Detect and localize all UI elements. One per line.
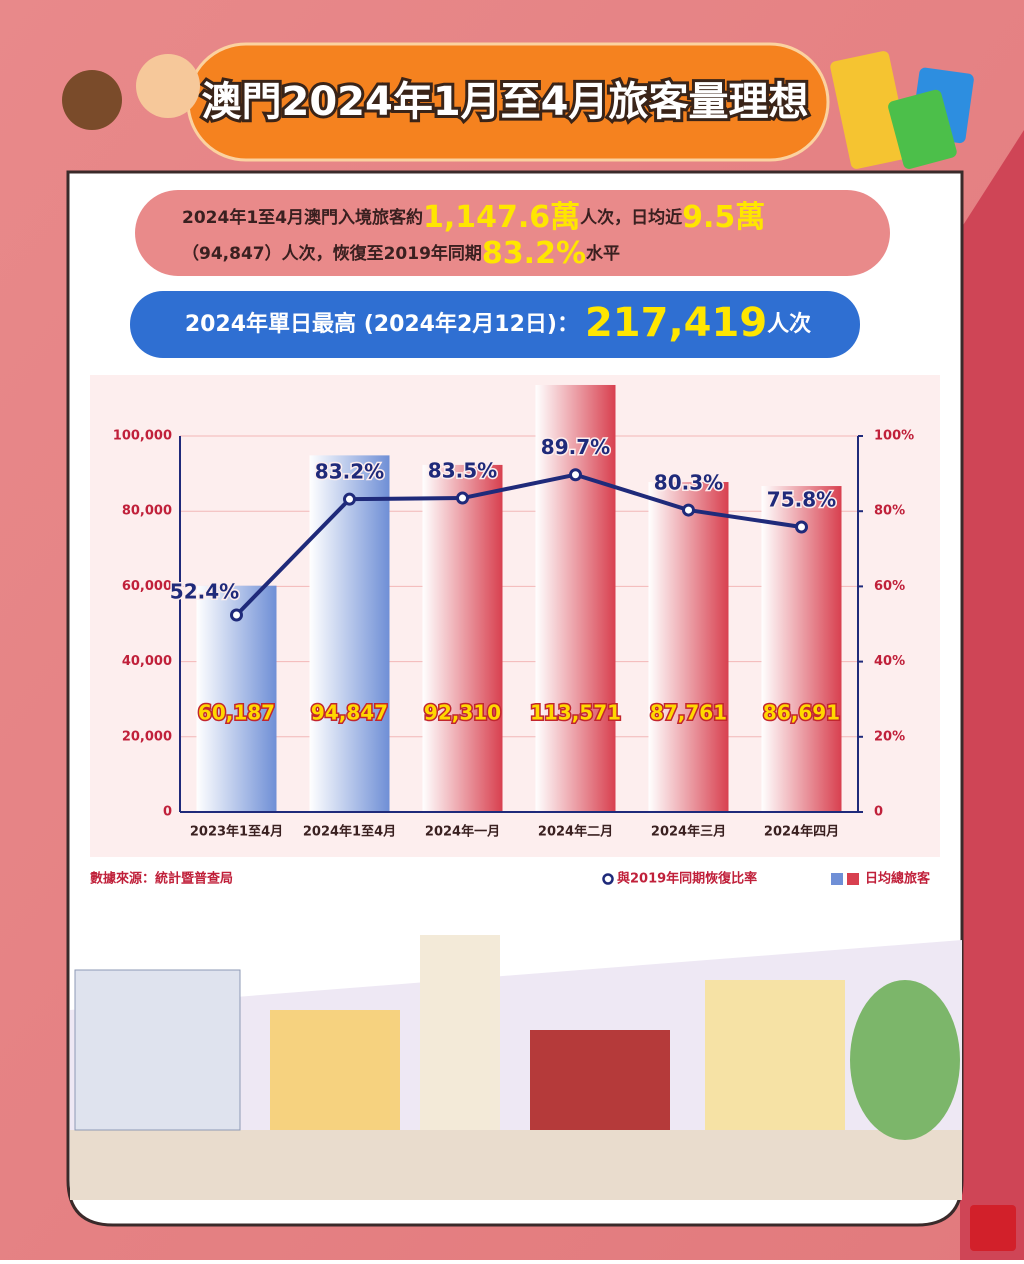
legend-marker: [602, 873, 614, 885]
x-tick-label: 2023年1至4月: [190, 824, 283, 840]
legend-marker: [847, 873, 859, 885]
bar-value-label: 87,761: [650, 701, 727, 725]
line-point: [682, 503, 695, 517]
y-tick-label: 40,000: [122, 654, 172, 669]
summary-highlight: 83.2%: [482, 236, 586, 271]
deco-building: [705, 980, 845, 1130]
deco-map: [830, 51, 910, 169]
summary-text: （94,847）人次，恢復至2019年同期: [182, 243, 482, 264]
y-tick-label: 20,000: [122, 729, 172, 744]
deco-person: [136, 54, 200, 118]
bar-value-label: 86,691: [763, 701, 840, 725]
logo: [970, 1205, 1016, 1251]
line-point: [456, 491, 469, 505]
peak-unit: 人次: [767, 311, 811, 337]
bar-value-label: 92,310: [424, 701, 501, 725]
deco-building: [270, 1010, 400, 1130]
summary-text: 人次，日均近: [580, 207, 682, 228]
legend-label: 與2019年同期恢復比率: [617, 871, 757, 887]
line-point: [230, 608, 243, 622]
summary-line: 2024年1至4月澳門入境旅客約1,147.6萬人次，日均近9.5萬: [182, 200, 765, 235]
line-value-label: 83.2%: [315, 460, 384, 484]
y-tick-label: 60,000: [122, 579, 172, 594]
bar: [535, 384, 616, 812]
bar-value-label: 60,187: [198, 701, 275, 725]
summary-line: （94,847）人次，恢復至2019年同期83.2%水平: [182, 236, 620, 271]
line-point: [569, 468, 582, 482]
line-value-label: 75.8%: [767, 487, 836, 511]
x-tick-label: 2024年一月: [425, 824, 500, 840]
y2-tick-label: 0: [874, 805, 883, 820]
line-value-label: 83.5%: [428, 459, 497, 483]
bar: [309, 455, 390, 812]
summary-highlight: 9.5萬: [682, 200, 765, 235]
line-value-label: 52.4%: [170, 579, 239, 603]
legend-label: 日均總旅客: [865, 871, 931, 887]
y-tick-label: 100,000: [113, 429, 172, 444]
y2-tick-label: 40%: [874, 654, 905, 669]
source: 數據來源：統計暨普查局: [90, 871, 233, 887]
deco-tree: [850, 980, 960, 1140]
peak-label: 2024年單日最高 (2024年2月12日)：: [185, 311, 579, 337]
y-tick-label: 0: [163, 805, 172, 820]
deco-ground: [70, 1130, 962, 1200]
line-value-label: 89.7%: [541, 435, 610, 459]
summary-text: 水平: [586, 243, 620, 264]
summary-pill: [135, 190, 890, 276]
peak-text: 2024年單日最高 (2024年2月12日)： 217,419人次: [185, 300, 811, 346]
legend-marker: [831, 873, 843, 885]
bar-value-label: 94,847: [311, 701, 388, 725]
y2-tick-label: 80%: [874, 504, 905, 519]
bar: [761, 486, 842, 812]
line-value-label: 80.3%: [654, 471, 723, 495]
side-band: [960, 130, 1024, 1260]
x-tick-label: 2024年二月: [538, 824, 613, 840]
peak-pill: [130, 291, 860, 358]
x-tick-label: 2024年1至4月: [303, 824, 396, 840]
bar: [422, 464, 503, 812]
summary: 2024年1至4月澳門入境旅客約1,147.6萬人次，日均近9.5萬（94,84…: [182, 200, 765, 271]
x-tick-label: 2024年四月: [764, 824, 839, 840]
peak-value: 217,419: [585, 300, 767, 346]
x-tick-label: 2024年三月: [651, 824, 726, 840]
y2-tick-label: 60%: [874, 579, 905, 594]
deco-person: [62, 70, 122, 130]
y-tick-label: 80,000: [122, 504, 172, 519]
y2-tick-label: 100%: [874, 429, 914, 444]
deco-passport: [888, 89, 957, 169]
deco-building: [420, 935, 500, 1130]
bar-value-label: 113,571: [530, 701, 621, 725]
y2-tick-label: 20%: [874, 729, 905, 744]
chart: 0 20,000 40,000 60,000 80,000 100,000 0 20% 40% 6…: [113, 384, 931, 887]
line: [235, 472, 802, 617]
title: 澳門2024年1月至4月旅客量理想: [202, 79, 809, 125]
line-point: [343, 492, 356, 506]
summary-text: 2024年1至4月澳門入境旅客約: [182, 207, 423, 228]
line-point: [795, 520, 808, 534]
deco-building: [530, 1030, 670, 1130]
bar: [196, 585, 277, 812]
deco-building: [74, 969, 241, 1131]
summary-highlight: 1,147.6萬: [423, 200, 580, 235]
bar: [648, 482, 729, 812]
